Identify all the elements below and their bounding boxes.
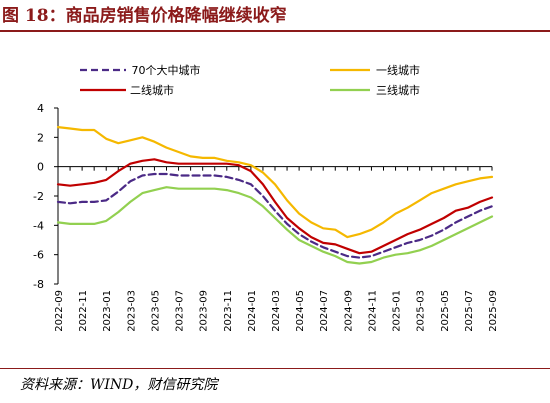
source-divider: [0, 368, 550, 369]
legend-label: 三线城市: [376, 83, 420, 97]
figure-title: 图 18：商品房销售价格降幅继续收窄: [2, 6, 287, 26]
x-tick-label: 2023-05: [150, 290, 161, 332]
y-tick-label: -4: [33, 219, 44, 232]
x-tick-label: 2025-05: [440, 290, 451, 332]
y-tick-label: 2: [37, 131, 44, 144]
x-tick-label: 2023-11: [223, 290, 234, 332]
x-tick-label: 2024-09: [343, 290, 354, 332]
x-tick-label: 2022-11: [78, 290, 89, 332]
y-tick-label: 4: [37, 102, 44, 115]
x-tick-label: 2024-05: [295, 290, 306, 332]
series-line: [56, 125, 494, 239]
x-tick-label: 2024-07: [319, 290, 330, 332]
chart-series: [56, 125, 494, 265]
y-tick-label: 0: [37, 161, 44, 174]
legend-label: 70个大中城市: [132, 63, 201, 77]
series-line: [56, 158, 494, 255]
x-tick-label: 2025-07: [464, 290, 475, 332]
series-line: [56, 186, 494, 265]
legend-label: 一线城市: [376, 63, 420, 77]
chart-axes: 4 2 0 -2 -4 -6 -8 2022-09 2022-11 2023-01 2023-03 2…: [33, 102, 499, 332]
x-tick-label: 2024-11: [367, 290, 378, 332]
x-tick-label: 2023-03: [126, 290, 137, 332]
x-tick-label: 2024-01: [247, 290, 258, 332]
x-tick-label: 2023-07: [175, 290, 186, 332]
title-divider: [0, 30, 550, 32]
y-tick-label: -2: [33, 190, 44, 203]
y-tick-label: -6: [33, 249, 44, 262]
x-tick-label: 2025-09: [488, 290, 499, 332]
x-tick-label: 2024-03: [271, 290, 282, 332]
source-note: 资料来源：WIND，财信研究院: [20, 377, 218, 393]
x-tick-label: 2025-01: [392, 290, 403, 332]
legend-label: 二线城市: [130, 83, 174, 97]
x-tick-label: 2025-03: [416, 290, 427, 332]
series-line: [56, 172, 494, 259]
y-tick-label: -8: [33, 278, 44, 291]
x-tick-label: 2022-09: [54, 290, 65, 332]
x-tick-label: 2023-01: [102, 290, 113, 332]
x-tick-label: 2023-09: [199, 290, 210, 332]
